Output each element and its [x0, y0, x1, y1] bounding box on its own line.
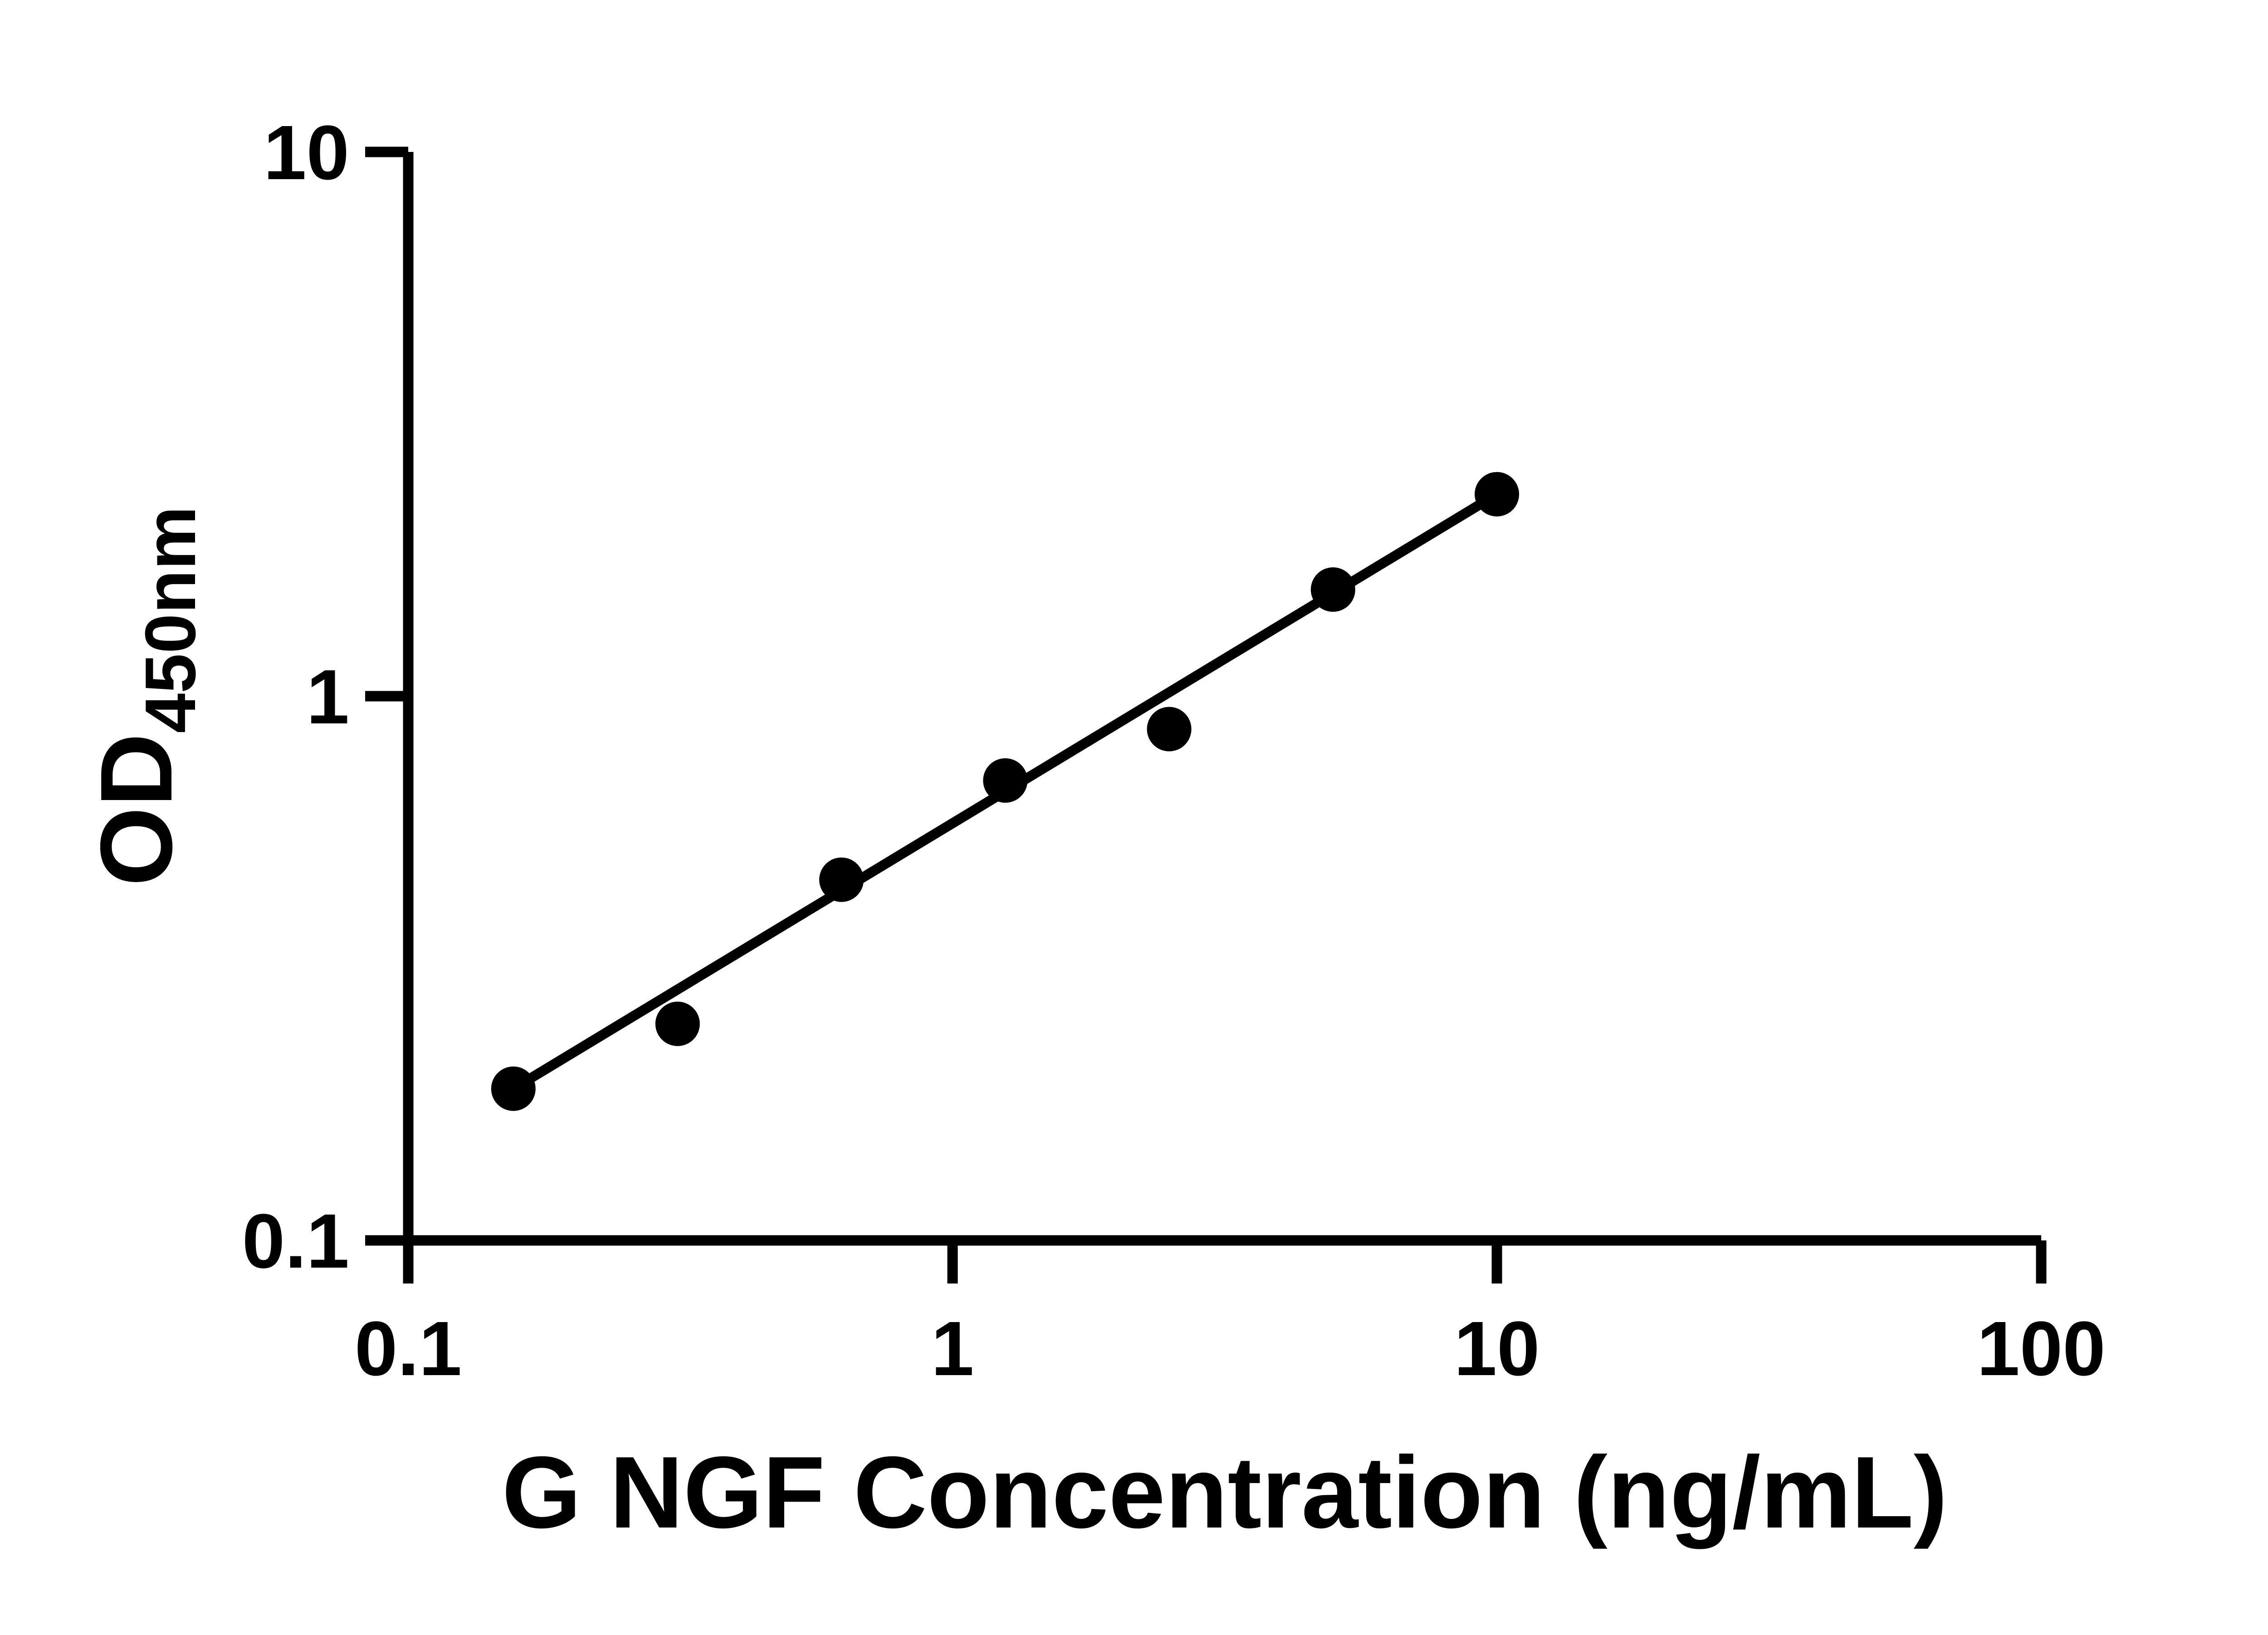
y-axis-title-subscript: 450nm — [131, 506, 210, 733]
axis-spines — [403, 152, 2041, 1246]
data-point — [1147, 707, 1192, 752]
plot-area: 0.1 1 10 0.1 1 10 100 — [242, 110, 2106, 1392]
y-tick-label: 0.1 — [242, 1198, 349, 1284]
data-point — [1310, 567, 1355, 612]
data-point — [655, 1001, 700, 1046]
data-point — [819, 857, 864, 902]
x-tick-label: 100 — [1977, 1306, 2106, 1392]
y-tick-label: 10 — [264, 110, 349, 196]
data-point — [491, 1066, 536, 1111]
x-tick-label: 10 — [1454, 1306, 1540, 1392]
data-point — [983, 758, 1028, 803]
data-point — [1475, 472, 1519, 517]
x-tick-label: 1 — [931, 1306, 974, 1392]
y-tick-label: 1 — [306, 654, 349, 740]
y-axis-title-main: OD — [79, 733, 193, 887]
y-axis-title: OD450nm — [79, 506, 210, 886]
x-axis-title: G NGF Concentration (ng/mL) — [502, 1435, 1947, 1549]
x-tick-label: 0.1 — [355, 1306, 462, 1392]
